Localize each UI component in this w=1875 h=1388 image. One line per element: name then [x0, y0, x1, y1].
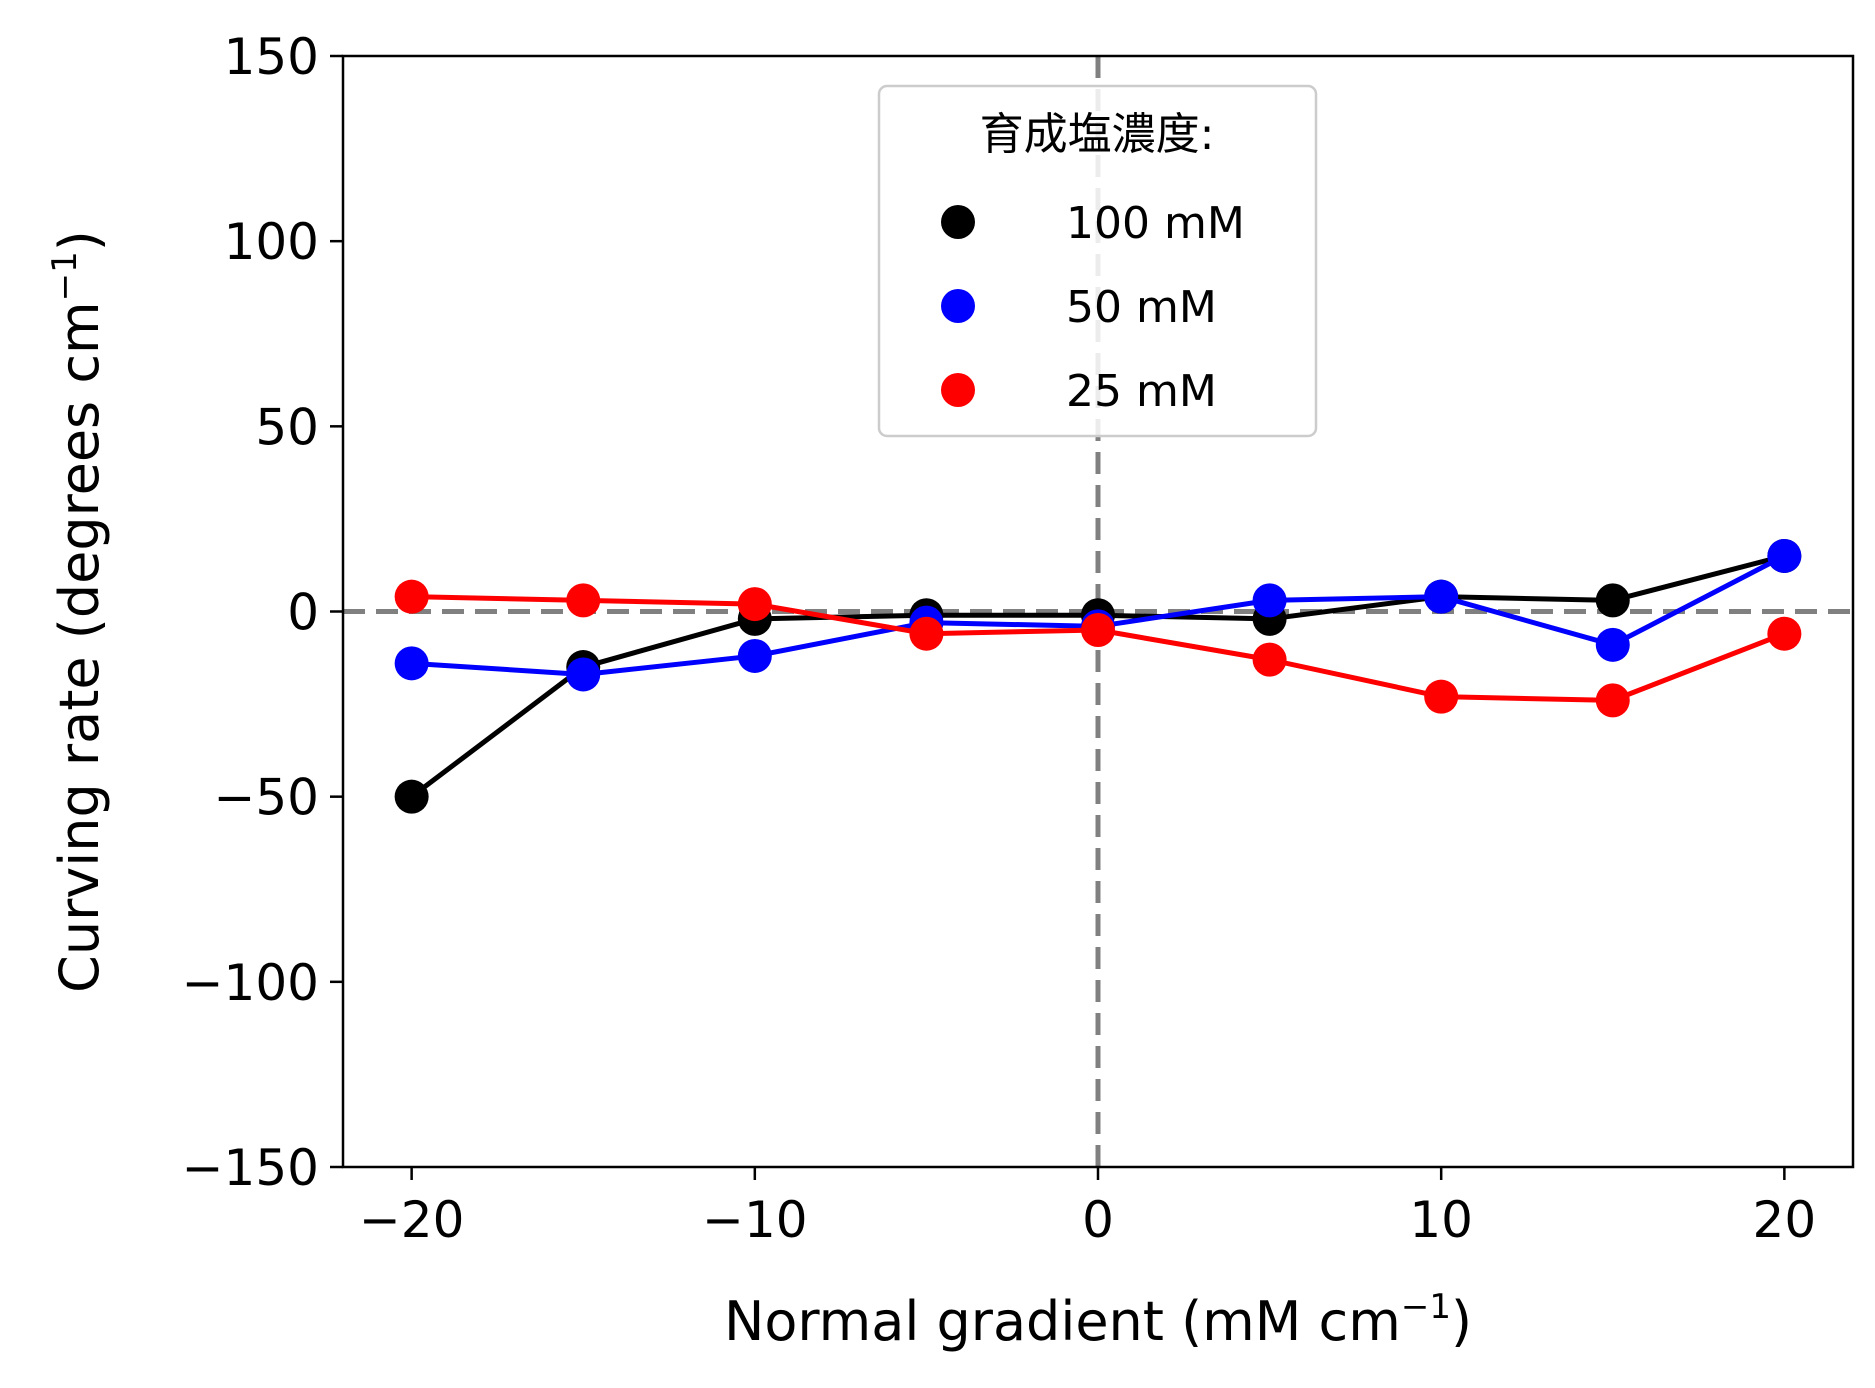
y-tick-label: 150 — [224, 28, 319, 86]
y-tick-label: 50 — [255, 398, 319, 456]
data-point — [909, 616, 944, 651]
data-point — [394, 646, 429, 681]
legend-marker — [941, 205, 975, 239]
legend-label: 25 mM — [1066, 366, 1217, 417]
y-tick-label: −50 — [213, 769, 319, 827]
data-point — [1595, 627, 1630, 662]
x-tick-label: 10 — [1409, 1191, 1473, 1249]
legend: 育成塩濃度: 100 mM 50 mM 25 mM — [877, 84, 1318, 438]
y-tick-label: −150 — [182, 1139, 319, 1197]
legend-items: 100 mM 50 mM 25 mM — [941, 198, 1245, 417]
y-tick-label: −100 — [182, 954, 319, 1012]
legend-marker — [941, 373, 975, 407]
y-tick-label: 0 — [287, 584, 319, 642]
legend-title: 育成塩濃度: — [980, 109, 1215, 160]
data-point — [1595, 583, 1630, 618]
data-point — [737, 587, 772, 622]
data-point — [394, 779, 429, 814]
data-point — [1252, 583, 1287, 618]
legend-marker — [941, 289, 975, 323]
x-axis: −20 −10 0 10 20 — [359, 1167, 1816, 1249]
x-tick-label: 20 — [1753, 1191, 1817, 1249]
legend-label: 50 mM — [1066, 282, 1217, 333]
series-layer — [394, 538, 1802, 814]
legend-box — [877, 84, 1318, 438]
data-point — [1595, 683, 1630, 718]
x-tick-label: −10 — [702, 1191, 808, 1249]
data-point — [1767, 538, 1802, 573]
data-point — [1424, 679, 1459, 714]
series-2 — [394, 579, 1802, 718]
data-point — [1081, 613, 1115, 648]
data-point — [394, 579, 429, 614]
data-point — [1252, 642, 1287, 677]
x-tick-label: 0 — [1082, 1191, 1114, 1249]
data-point — [1424, 579, 1459, 614]
x-axis-title: Normal gradient (mM cm−1) — [724, 1287, 1472, 1353]
x-tick-label: −20 — [359, 1191, 465, 1249]
data-point — [566, 583, 601, 618]
legend-label: 100 mM — [1066, 198, 1245, 249]
data-point — [566, 657, 601, 692]
data-point — [737, 638, 772, 673]
y-axis-title: Curving rate (degrees cm−1) — [45, 230, 111, 993]
y-tick-label: 100 — [224, 213, 319, 271]
y-axis: −150 −100 −50 0 50 100 150 — [182, 28, 343, 1197]
data-point — [1767, 616, 1802, 651]
